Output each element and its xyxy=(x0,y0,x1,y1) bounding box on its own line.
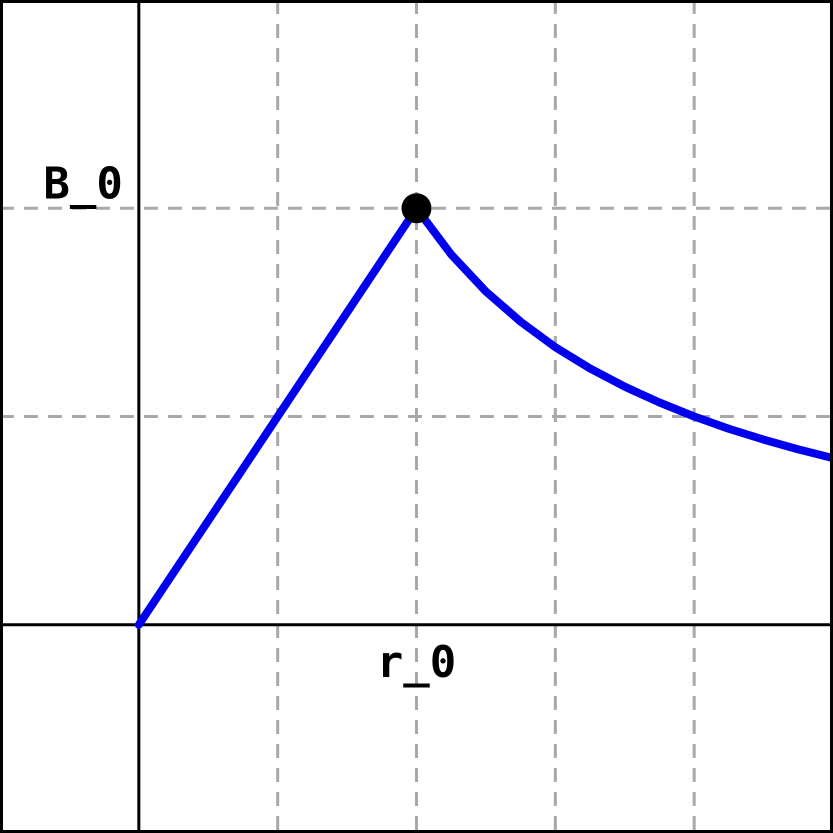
y-tick-label: B_0 xyxy=(43,158,122,209)
tick-labels: r_0 B_0 xyxy=(43,158,456,688)
peak-marker xyxy=(401,193,432,224)
series-line xyxy=(134,204,833,629)
x-tick-label: r_0 xyxy=(377,637,456,688)
series-layer xyxy=(134,193,833,629)
